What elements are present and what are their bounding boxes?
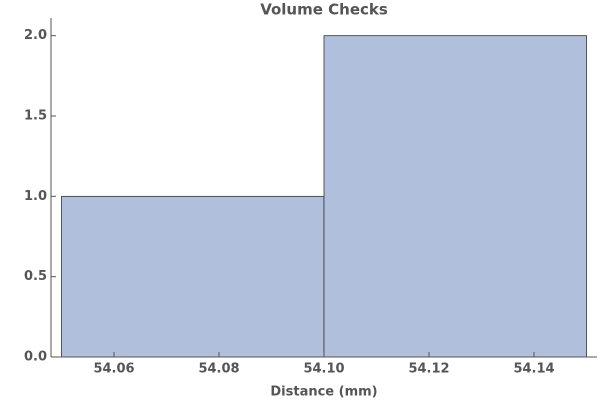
x-tick-label: 54.06	[93, 362, 134, 377]
y-tick-label: 2.0	[24, 28, 47, 43]
histogram-bar	[61, 195, 325, 358]
y-tick-label: 0.5	[24, 269, 47, 284]
y-tick-label: 1.0	[24, 189, 47, 204]
y-tick-label: 1.5	[24, 109, 47, 124]
x-axis-label: Distance (mm)	[270, 385, 377, 400]
x-tick-label: 54.12	[408, 362, 449, 377]
chart-title: Volume Checks	[260, 1, 388, 19]
x-tick-label: 54.10	[303, 362, 344, 377]
x-tick-label: 54.08	[198, 362, 239, 377]
x-tick-label: 54.14	[513, 362, 554, 377]
histogram-bar	[323, 35, 587, 358]
y-tick-label: 0.0	[24, 350, 47, 365]
